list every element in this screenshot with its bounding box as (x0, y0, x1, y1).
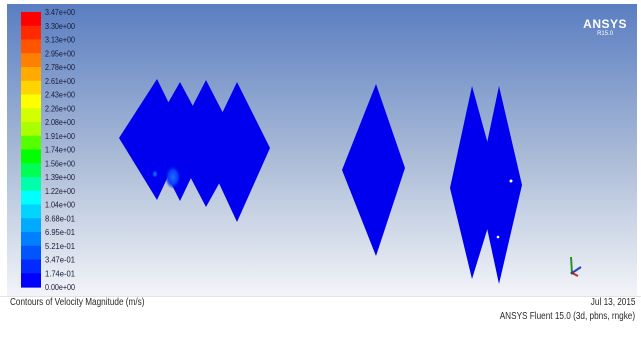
legend-color-band (21, 190, 41, 206)
legend-tick-label: 3.30e+00 (45, 21, 75, 31)
legend-color-band (21, 67, 41, 82)
legend-color-band (21, 12, 41, 27)
ansys-logo: ANSYS R15.0 (583, 18, 627, 37)
legend-color-band (21, 108, 41, 123)
legend-color-band (21, 135, 41, 151)
legend-color-band (21, 177, 41, 192)
legend-tick-label: 0.00e+00 (45, 282, 75, 292)
legend-tick-label: 5.21e-01 (45, 241, 75, 251)
plot-caption: Contours of Velocity Magnitude (m/s) (10, 297, 145, 308)
ansys-logo-version: R15.0 (597, 31, 614, 37)
legend-tick-label: 2.26e+00 (45, 103, 75, 113)
legend-tick-label: 6.95e-01 (45, 227, 75, 237)
legend-tick-label: 3.47e+00 (45, 7, 75, 17)
contour-plot-canvas[interactable]: 3.47e+00 3.30e+00 3.13e+00 2.95e+00 2.78e+00… (7, 4, 637, 296)
info-bar (0, 296, 641, 353)
velocity-hot-spot (152, 170, 158, 178)
legend-color-band (21, 80, 41, 96)
solver-version: ANSYS Fluent 15.0 (3d, pbns, rngke) (499, 311, 635, 322)
legend-color-band (21, 53, 41, 68)
legend-tick-label: 8.68e-01 (45, 213, 75, 223)
diamond-single-center (342, 84, 405, 256)
legend-color-band (21, 245, 41, 261)
legend-tick-label: 1.39e+00 (45, 172, 75, 182)
legend-color-band (21, 149, 41, 164)
diamond-shape (342, 84, 405, 256)
legend-tick-label: 2.78e+00 (45, 62, 75, 72)
axis-y-line (570, 256, 573, 274)
legend-tick-label: 3.47e-01 (45, 255, 75, 265)
plot-date: Jul 13, 2015 (590, 297, 635, 308)
diamond-group-left (119, 79, 270, 222)
graphics-viewport[interactable]: 3.47e+00 3.30e+00 3.13e+00 2.95e+00 2.78e+00… (7, 4, 637, 296)
diamond-group-right (450, 86, 522, 284)
legend-color-band (21, 232, 41, 247)
color-legend: 3.47e+00 3.30e+00 3.13e+00 2.95e+00 2.78e+00… (21, 7, 75, 292)
legend-color-band (21, 122, 41, 137)
legend-tick-label: 1.74e-01 (45, 268, 75, 278)
ansys-logo-brand: ANSYS (583, 17, 627, 31)
legend-tick-label: 2.43e+00 (45, 90, 75, 100)
legend-tick-label: 2.95e+00 (45, 48, 75, 58)
legend-tick-label: 1.04e+00 (45, 200, 75, 210)
axis-triad (570, 256, 582, 277)
diamond-shape (204, 82, 270, 222)
legend-tick-label: 1.74e+00 (45, 145, 75, 155)
legend-tick-label: 1.91e+00 (45, 131, 75, 141)
legend-color-band (21, 25, 41, 41)
velocity-hot-spot (165, 165, 181, 189)
legend-tick-label: 2.61e+00 (45, 76, 75, 86)
diamond-shape (450, 86, 500, 279)
legend-color-band (21, 218, 41, 233)
diamond-shape (478, 86, 522, 284)
viewport-background (7, 4, 637, 296)
legend-color-band (21, 273, 41, 288)
legend-color-band (21, 39, 41, 54)
legend-color-band (21, 94, 41, 109)
legend-tick-label: 1.22e+00 (45, 186, 75, 196)
legend-tick-label: 2.08e+00 (45, 117, 75, 127)
legend-color-band (21, 259, 41, 274)
legend-tick-label: 3.13e+00 (45, 35, 75, 45)
axis-triad-origin (570, 271, 574, 275)
legend-color-band (21, 204, 41, 219)
axis-z-line (571, 266, 582, 274)
legend-tick-label: 1.56e+00 (45, 158, 75, 168)
legend-color-band (21, 163, 41, 178)
velocity-hot-spot (496, 235, 500, 239)
velocity-hot-spot (509, 179, 513, 183)
